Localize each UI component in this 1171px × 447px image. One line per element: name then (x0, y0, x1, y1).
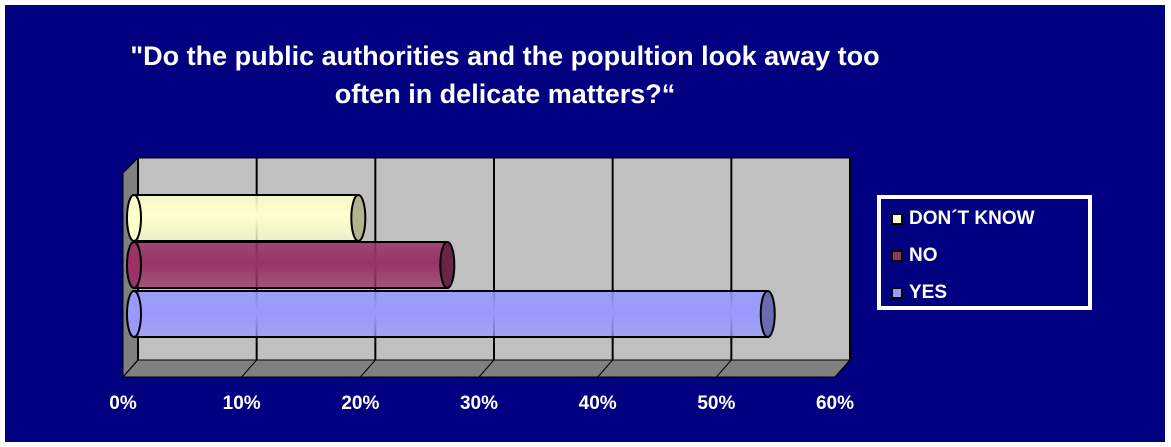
bar-body (133, 194, 360, 242)
legend-item: YES (891, 281, 947, 305)
bar-chart: 0% 10% 20% 30% 40% 50% 60% (109, 156, 854, 414)
bar-body (133, 241, 449, 289)
bar-body (133, 290, 769, 338)
floor-gridline (834, 359, 851, 378)
x-tick-label: 30% (460, 393, 498, 414)
legend-label: YES (909, 282, 948, 303)
bar-end-cap (350, 194, 367, 242)
legend-item: NO (891, 244, 938, 268)
bar-end-cap (759, 290, 776, 338)
floor-gridline (359, 359, 376, 378)
x-tick-label: 50% (697, 393, 735, 414)
bar-no (126, 241, 456, 289)
legend-label: DON´T KNOW (909, 208, 1035, 229)
x-tick-label: 0% (109, 393, 137, 414)
x-tick-label: 10% (223, 393, 261, 414)
chart-legend: DON´T KNOW NO YES (877, 195, 1092, 310)
legend-swatch (891, 250, 903, 262)
floor-gridline (478, 359, 495, 378)
floor-gridline (122, 359, 139, 378)
bar-yes (126, 290, 776, 338)
bar-don-t-know (126, 194, 367, 242)
bar-start-cap (126, 194, 142, 242)
chart-title: "Do the public authorities and the popul… (5, 37, 1005, 113)
chart-title-line-2: often in delicate matters?“ (334, 79, 676, 109)
floor-gridline (715, 359, 732, 378)
chart-frame: "Do the public authorities and the popul… (5, 5, 1165, 442)
floor-gridline (597, 359, 614, 378)
legend-swatch (891, 287, 903, 299)
legend-item: DON´T KNOW (891, 207, 1035, 231)
chart-title-line-1: "Do the public authorities and the popul… (130, 41, 880, 71)
bar-start-cap (126, 241, 142, 289)
x-tick-label: 60% (816, 393, 854, 414)
bar-start-cap (126, 290, 142, 338)
floor-gridline (241, 359, 258, 378)
legend-label: NO (909, 245, 938, 266)
legend-swatch (891, 213, 903, 225)
bar-end-cap (439, 241, 456, 289)
x-tick-label: 20% (341, 393, 379, 414)
x-tick-label: 40% (579, 393, 617, 414)
